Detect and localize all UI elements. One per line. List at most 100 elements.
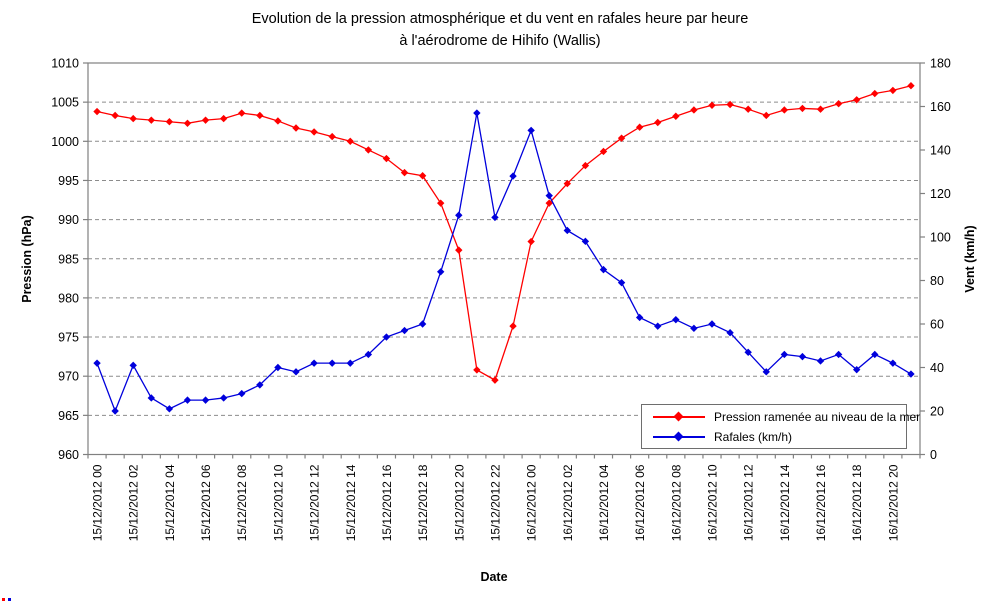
data-point-diamond (183, 119, 192, 127)
svg-text:16/12/2012 04: 16/12/2012 04 (597, 464, 611, 541)
chart-title-line1: Evolution de la pression atmosphérique e… (251, 11, 749, 27)
data-point-diamond (418, 320, 427, 328)
data-point-diamond (436, 268, 445, 276)
data-point-diamond (165, 118, 174, 126)
svg-text:990: 990 (58, 213, 79, 227)
data-point-diamond (545, 199, 553, 207)
svg-text:15/12/2012 14: 15/12/2012 14 (344, 464, 358, 541)
svg-text:15/12/2012 20: 15/12/2012 20 (452, 464, 466, 541)
data-point-diamond (527, 126, 535, 135)
data-point-diamond (726, 100, 734, 109)
svg-text:0: 0 (930, 448, 937, 462)
data-point-diamond (744, 348, 752, 356)
svg-text:15/12/2012 08: 15/12/2012 08 (235, 464, 249, 541)
data-point-diamond (907, 370, 915, 378)
svg-text:985: 985 (58, 252, 79, 266)
data-point-diamond (834, 100, 843, 108)
data-point-diamond (672, 315, 680, 324)
svg-text:16/12/2012 14: 16/12/2012 14 (778, 464, 792, 541)
data-point-diamond (256, 381, 264, 389)
x-axis: 15/12/2012 00 15/12/2012 02 15/12/2012 04 1… (87, 454, 921, 541)
data-point-diamond (907, 82, 915, 90)
data-point-diamond (491, 213, 499, 222)
svg-text:15/12/2012 22: 15/12/2012 22 (488, 464, 502, 541)
svg-text:970: 970 (58, 370, 79, 384)
data-point-diamond (129, 114, 137, 123)
left-axis-title: Pression (hPa) (20, 215, 34, 303)
data-point-diamond (581, 161, 590, 170)
data-point-diamond (455, 246, 463, 254)
data-point-diamond (328, 359, 336, 367)
data-point-diamond (871, 89, 879, 98)
data-point-diamond (111, 111, 119, 120)
svg-text:1010: 1010 (51, 57, 79, 71)
data-point-diamond (852, 365, 861, 374)
chart-title: Evolution de la pression atmosphérique e… (0, 8, 1000, 52)
x-axis-title: Date (480, 570, 508, 584)
data-point-diamond (111, 407, 119, 415)
svg-text:16/12/2012 08: 16/12/2012 08 (669, 464, 683, 541)
data-point-diamond (346, 359, 354, 367)
corner-marker-artifact-blue (8, 598, 11, 601)
data-point-diamond (400, 326, 409, 335)
data-point-diamond (563, 179, 572, 188)
data-point-diamond (310, 359, 318, 367)
data-point-diamond (654, 118, 662, 127)
data-point-diamond (219, 114, 228, 123)
series-rafales (93, 109, 915, 415)
data-point-diamond (780, 106, 789, 114)
right-axis: 0 20 40 60 80 100 120 140 160 180 (920, 57, 951, 462)
svg-text:965: 965 (58, 409, 79, 423)
right-axis-title: Vent (km/h) (963, 225, 977, 293)
data-point-diamond (256, 111, 264, 120)
data-point-diamond (798, 352, 807, 361)
svg-text:980: 980 (58, 291, 79, 305)
data-point-diamond (744, 105, 752, 113)
data-point-diamond (400, 168, 409, 177)
svg-text:160: 160 (930, 100, 951, 114)
svg-text:120: 120 (930, 187, 951, 201)
svg-text:16/12/2012 00: 16/12/2012 00 (525, 464, 539, 541)
data-point-diamond (762, 111, 770, 120)
svg-text:16/12/2012 06: 16/12/2012 06 (633, 464, 647, 541)
svg-text:975: 975 (58, 331, 79, 345)
data-point-diamond (274, 363, 282, 372)
data-point-diamond (509, 172, 517, 180)
svg-text:180: 180 (930, 57, 951, 71)
data-point-diamond (473, 109, 481, 117)
data-point-diamond (292, 124, 300, 132)
data-point-diamond (798, 104, 807, 113)
svg-text:15/12/2012 00: 15/12/2012 00 (91, 464, 105, 541)
data-point-diamond (834, 350, 843, 359)
data-point-diamond (635, 313, 644, 322)
data-point-diamond (93, 359, 101, 367)
data-point-diamond (726, 329, 734, 337)
svg-text:40: 40 (930, 361, 944, 375)
data-point-diamond (238, 389, 246, 398)
data-point-diamond (672, 112, 680, 120)
legend-label-pression: Pression ramenée au niveau de la mer (714, 409, 921, 424)
gridlines (88, 101, 920, 416)
data-point-diamond (563, 226, 572, 235)
data-point-diamond (455, 211, 463, 219)
chart-title-line2: à l'aérodrome de Hihifo (Wallis) (399, 33, 601, 49)
data-point-diamond (816, 357, 825, 365)
data-point-diamond (436, 199, 445, 207)
data-point-diamond (382, 333, 391, 341)
svg-text:1000: 1000 (51, 135, 79, 149)
data-point-diamond (780, 350, 789, 359)
data-point-diamond (599, 147, 608, 156)
svg-text:15/12/2012 16: 15/12/2012 16 (380, 464, 394, 541)
svg-text:15/12/2012 02: 15/12/2012 02 (127, 464, 141, 541)
svg-text:995: 995 (58, 174, 79, 188)
svg-text:15/12/2012 04: 15/12/2012 04 (163, 464, 177, 541)
data-point-diamond (364, 146, 373, 154)
svg-text:15/12/2012 06: 15/12/2012 06 (199, 464, 213, 541)
data-point-diamond (509, 322, 517, 330)
data-point-diamond (473, 366, 481, 374)
diamond-marker-icon (673, 431, 684, 441)
data-point-diamond (346, 137, 354, 145)
legend-line-sample-red (653, 411, 705, 421)
chart-legend: Pression ramenée au niveau de la mer Raf… (641, 404, 920, 449)
